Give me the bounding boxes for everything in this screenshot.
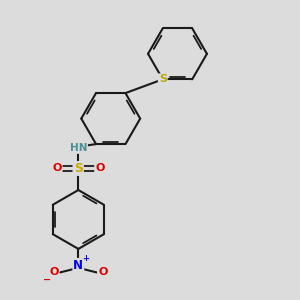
Text: +: +: [82, 254, 89, 263]
Text: O: O: [52, 164, 62, 173]
Text: S: S: [159, 74, 167, 84]
Text: −: −: [43, 275, 51, 285]
Text: S: S: [74, 162, 83, 175]
Text: O: O: [95, 164, 105, 173]
Text: O: O: [98, 268, 107, 278]
Text: O: O: [49, 268, 59, 278]
Text: N: N: [74, 259, 83, 272]
Text: HN: HN: [70, 143, 87, 153]
